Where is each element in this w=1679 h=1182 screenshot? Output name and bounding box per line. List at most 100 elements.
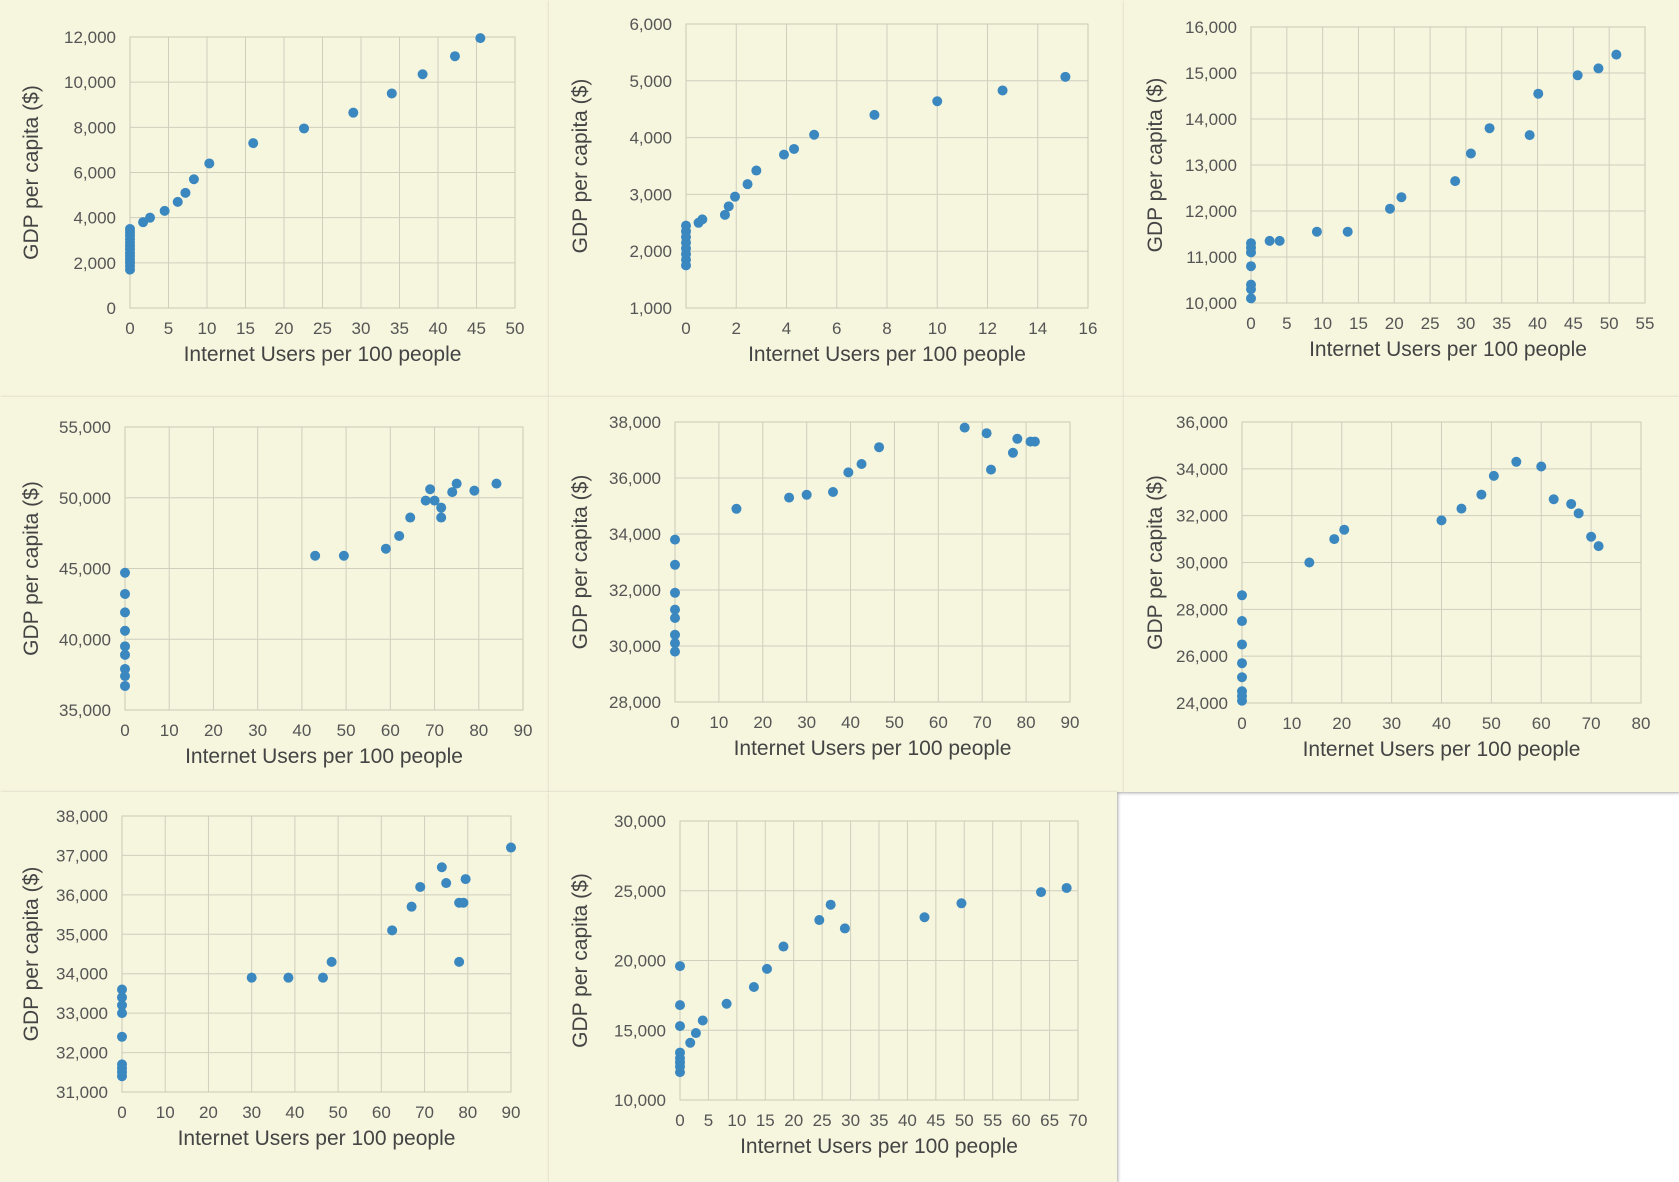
x-tick-label: 45 [926, 1111, 945, 1130]
data-point [1311, 226, 1322, 237]
x-tick-label: 0 [681, 319, 690, 338]
data-point [120, 567, 130, 578]
x-tick-label: 50 [337, 721, 356, 740]
y-tick-label: 34,000 [609, 525, 661, 544]
x-tick-label: 20 [753, 713, 772, 732]
data-point [449, 51, 460, 62]
data-point [469, 485, 480, 496]
data-point [1237, 590, 1247, 601]
data-point [670, 629, 680, 640]
x-tick-label: 80 [1017, 713, 1036, 732]
x-tick-label: 50 [885, 713, 904, 732]
data-point [394, 530, 405, 541]
y-tick-label: 36,000 [1176, 413, 1228, 432]
data-point [451, 478, 462, 489]
data-point [670, 534, 680, 545]
x-tick-label: 0 [1237, 714, 1246, 733]
x-tick-label: 55 [983, 1111, 1002, 1130]
x-tick-label: 10 [1282, 714, 1301, 733]
y-tick-label: 11,000 [1186, 248, 1237, 267]
data-point [670, 559, 680, 570]
x-tick-label: 8 [882, 319, 891, 338]
y-tick-label: 10,000 [1185, 294, 1237, 313]
scatter-chart-1: 0 5 10 15 20 25 30 35 40 45 50 0 2,000 4,000 6,000 8,00… [20, 28, 525, 366]
x-tick-label: 20 [199, 1103, 218, 1122]
data-point [956, 898, 967, 909]
scatter-chart-7: 0 10 20 30 40 50 60 70 80 90 31,000 32,000 33,000 34,… [20, 807, 520, 1150]
scatter-chart-4: 0 10 20 30 40 50 60 70 80 90 35,000 40,000 45,000 50,… [20, 418, 533, 768]
x-tick-label: 45 [1564, 314, 1583, 333]
y-tick-label: 6,000 [629, 15, 672, 34]
x-tick-label: 0 [125, 319, 134, 338]
data-point [932, 96, 943, 107]
scatter-chart-2: 0 2 4 6 8 10 12 14 16 1,000 2,000 3,000 4,000 5,000 6,… [569, 15, 1097, 366]
data-point [120, 649, 130, 660]
data-point [1572, 70, 1583, 81]
x-tick-label: 35 [1492, 314, 1511, 333]
data-point [670, 613, 680, 623]
x-tick-label: 6 [832, 319, 841, 338]
data-point [784, 492, 795, 503]
data-point [117, 1008, 127, 1019]
y-tick-label: 30,000 [609, 637, 661, 656]
x-tick-label: 30 [841, 1111, 860, 1130]
data-point [685, 1037, 696, 1048]
x-tick-label: 90 [1061, 713, 1080, 732]
data-point [348, 107, 359, 118]
chart-panel-4: 0 10 20 30 40 50 60 70 80 90 35,000 40,000 45,000 50,… [0, 397, 549, 792]
x-tick-label: 80 [458, 1103, 477, 1122]
x-tick-label: 60 [381, 721, 400, 740]
x-tick-label: 5 [704, 1111, 713, 1130]
y-tick-label: 2,000 [73, 254, 116, 273]
data-point [1012, 433, 1023, 444]
y-tick-label: 36,000 [56, 886, 108, 905]
data-point [1237, 686, 1247, 697]
x-tick-label: 50 [955, 1111, 974, 1130]
data-point [460, 874, 471, 885]
data-point [420, 495, 431, 506]
data-point [117, 984, 127, 995]
x-tick-label: 50 [506, 319, 525, 338]
x-tick-label: 35 [870, 1111, 889, 1130]
x-tick-label: 40 [1528, 314, 1547, 333]
scatter-chart-6: 0 10 20 30 40 50 60 70 80 24,000 26,000 28,000 30,00… [1144, 413, 1650, 761]
y-axis-label: GDP per capita ($) [20, 481, 43, 656]
x-tick-label: 20 [784, 1111, 803, 1130]
x-tick-label: 90 [514, 721, 533, 740]
x-tick-label: 20 [1385, 314, 1404, 333]
data-point [778, 941, 789, 952]
x-tick-label: 10 [198, 319, 217, 338]
y-tick-label: 30,000 [614, 812, 666, 831]
data-point [751, 165, 762, 176]
x-tick-label: 60 [1532, 714, 1551, 733]
data-point [789, 143, 800, 154]
chart-panel-8: 0 5 10 15 20 25 30 35 40 45 50 55 60 65 70 10,000 15,000… [549, 792, 1117, 1182]
data-point [1396, 192, 1407, 203]
chart-panel-6: 0 10 20 30 40 50 60 70 80 24,000 26,000 28,000 30,00… [1124, 397, 1679, 792]
data-point [1237, 658, 1247, 669]
y-axis-label: GDP per capita ($) [1144, 475, 1167, 650]
data-point [425, 484, 436, 495]
data-point [180, 187, 191, 198]
data-point [761, 963, 772, 974]
data-point [326, 956, 337, 967]
x-tick-label: 15 [236, 319, 255, 338]
data-point [159, 205, 170, 216]
data-point [380, 543, 391, 554]
data-point [986, 464, 996, 475]
data-point [1450, 176, 1461, 187]
x-axis-label: Internet Users per 100 people [734, 737, 1012, 760]
data-point [1264, 235, 1275, 246]
x-tick-label: 2 [732, 319, 741, 338]
y-tick-label: 28,000 [609, 693, 661, 712]
data-point [406, 901, 417, 912]
data-point [981, 428, 992, 439]
x-tick-label: 12 [978, 319, 997, 338]
x-tick-label: 50 [329, 1103, 348, 1122]
data-point [386, 88, 397, 99]
plot-frame [1250, 26, 1646, 304]
data-point [1533, 88, 1544, 99]
data-point [317, 972, 328, 983]
data-point [429, 495, 440, 506]
data-point [697, 1015, 708, 1026]
